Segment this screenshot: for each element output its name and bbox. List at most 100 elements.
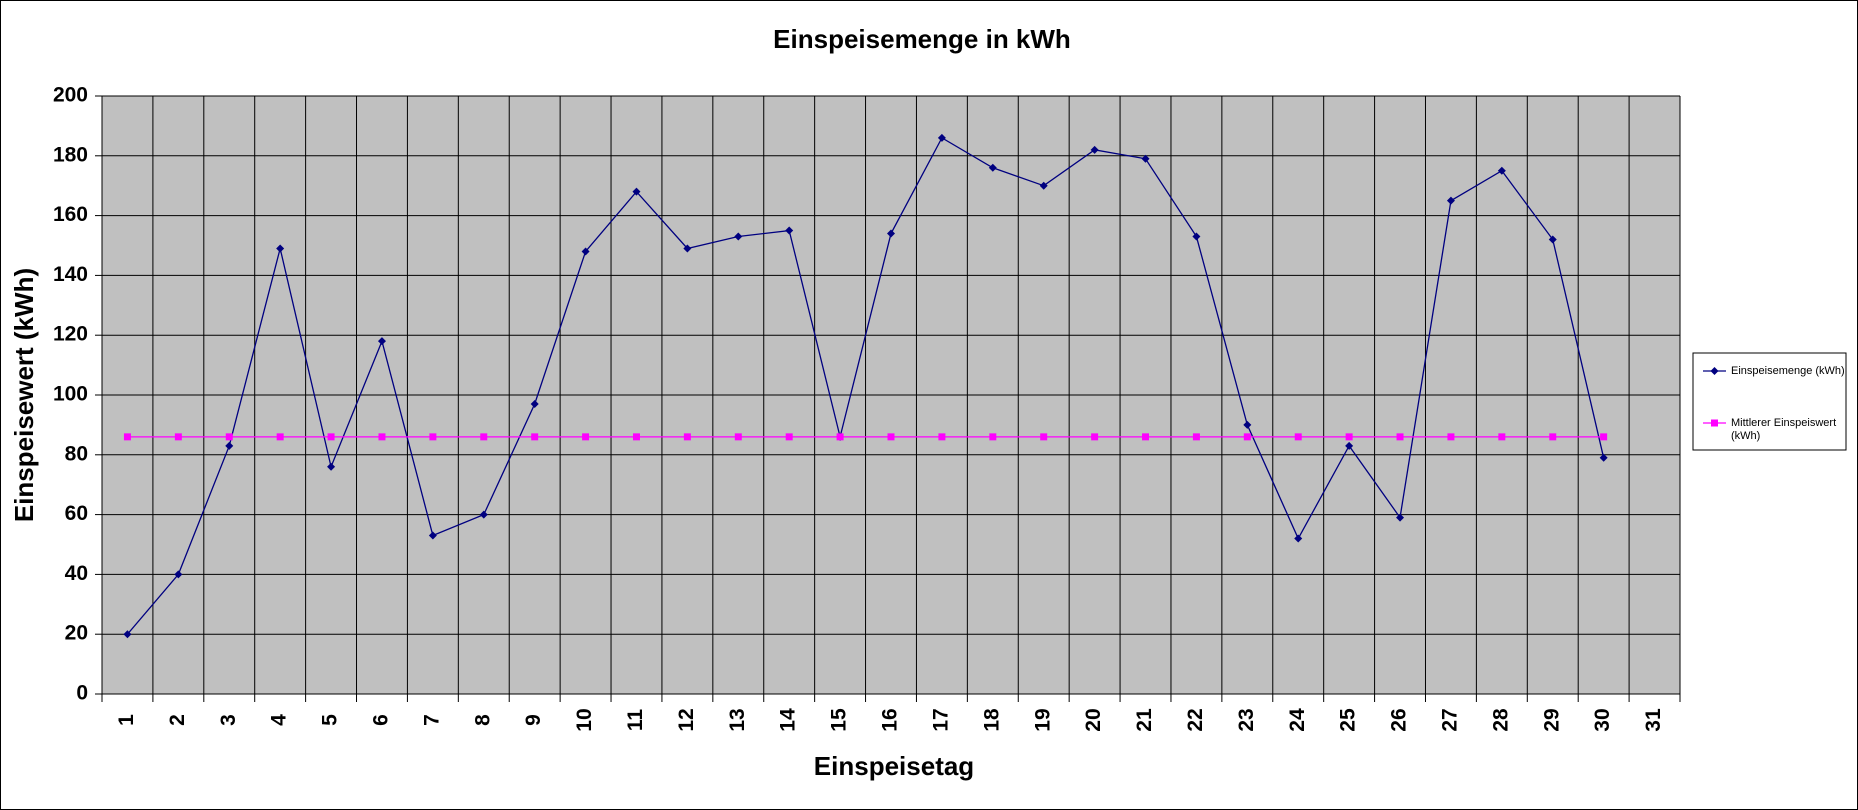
x-axis-label: Einspeisetag: [814, 751, 974, 781]
x-tick-label: 15: [828, 708, 851, 732]
point: [1142, 433, 1150, 441]
point: [1497, 166, 1506, 175]
point: [1345, 441, 1354, 450]
y-tick-label: 80: [65, 442, 88, 465]
x-tick-label: 30: [1591, 708, 1614, 731]
x-tick-label: 11: [624, 709, 647, 732]
x-tick-label: 31: [1642, 708, 1665, 732]
x-tick-label: 16: [879, 708, 902, 731]
x-tick-label: 7: [420, 714, 443, 726]
point: [530, 399, 539, 408]
point: [1192, 232, 1201, 241]
point: [1091, 433, 1099, 441]
x-tick-label: 8: [471, 714, 494, 726]
point: [378, 433, 386, 441]
point: [1294, 534, 1303, 543]
point: [327, 433, 335, 441]
point: [1600, 433, 1608, 441]
x-tick-label: 29: [1540, 708, 1563, 731]
x-tick-label: 23: [1235, 708, 1258, 731]
point: [1599, 453, 1608, 462]
point: [276, 433, 284, 441]
point: [1549, 433, 1557, 441]
x-tick-label: 17: [929, 708, 952, 731]
x-tick-label: 27: [1438, 708, 1461, 731]
point: [1345, 433, 1353, 441]
point: [1447, 433, 1455, 441]
y-tick-label: 100: [53, 383, 88, 406]
y-tick-label: 120: [53, 323, 88, 346]
point: [123, 630, 132, 639]
point: [989, 433, 997, 441]
x-tick-label: 25: [1337, 708, 1360, 732]
point: [1090, 145, 1099, 154]
point: [988, 163, 997, 172]
point: [683, 244, 692, 253]
point: [276, 244, 285, 253]
point: [683, 433, 691, 441]
x-tick-label: 26: [1388, 708, 1411, 731]
x-tick-label: 14: [777, 708, 800, 732]
y-axis-label: Einspeisewert (kWh): [9, 268, 39, 522]
point: [531, 433, 539, 441]
legend-marker: [1711, 419, 1718, 427]
x-tick-label: 2: [166, 714, 189, 726]
point: [327, 462, 336, 471]
x-tick-label: 1: [115, 714, 138, 726]
x-tick-label: 13: [726, 708, 749, 731]
point: [734, 232, 743, 241]
y-tick-label: 180: [53, 143, 88, 166]
x-tick-label: 10: [573, 708, 596, 731]
point: [1396, 433, 1404, 441]
y-tick-label: 160: [53, 203, 88, 226]
point: [887, 229, 895, 238]
point: [785, 226, 794, 235]
x-tick-label: 24: [1286, 708, 1309, 732]
x-tick-label: 4: [268, 714, 291, 726]
point: [480, 433, 488, 441]
x-tick-label: 21: [1133, 708, 1156, 732]
y-tick-label: 140: [53, 263, 88, 286]
x-tick-label: 9: [522, 714, 545, 726]
x-tick-label: 28: [1489, 708, 1512, 732]
point: [1498, 433, 1506, 441]
point: [937, 133, 946, 142]
point: [581, 247, 590, 256]
point: [836, 433, 844, 441]
point: [174, 570, 183, 579]
x-tick-label: 12: [675, 708, 698, 731]
x-tick-label: 22: [1184, 708, 1207, 731]
point: [1446, 196, 1455, 205]
x-tick-label: 20: [1082, 708, 1105, 731]
point: [1040, 433, 1048, 441]
point: [1243, 433, 1251, 441]
point: [887, 433, 895, 441]
point: [632, 187, 641, 196]
point: [377, 337, 386, 346]
x-tick-label: 19: [1031, 708, 1054, 731]
point: [123, 433, 131, 441]
y-tick-label: 200: [53, 84, 88, 107]
point: [174, 433, 182, 441]
point: [429, 433, 437, 441]
series-line: [126, 136, 1605, 635]
x-tick-label: 3: [217, 714, 240, 726]
y-tick-label: 20: [65, 622, 88, 645]
point: [938, 433, 946, 441]
x-tick-label: 5: [319, 714, 342, 726]
point: [225, 441, 234, 450]
point: [428, 531, 437, 540]
y-tick-label: 60: [65, 502, 88, 525]
y-tick-label: 40: [65, 562, 88, 585]
legend-label: Mittlerer Einspeiswert (kWh): [1731, 417, 1836, 442]
point: [479, 510, 488, 519]
point: [785, 433, 793, 441]
point: [1192, 433, 1200, 441]
legend-label: Einspeisemenge (kWh): [1731, 365, 1845, 377]
y-tick-label: 0: [76, 682, 88, 705]
x-tick-label: 6: [370, 714, 393, 726]
legend: [1692, 352, 1847, 451]
point: [632, 433, 640, 441]
chart-title: Einspeisemenge in kWh: [773, 24, 1071, 54]
